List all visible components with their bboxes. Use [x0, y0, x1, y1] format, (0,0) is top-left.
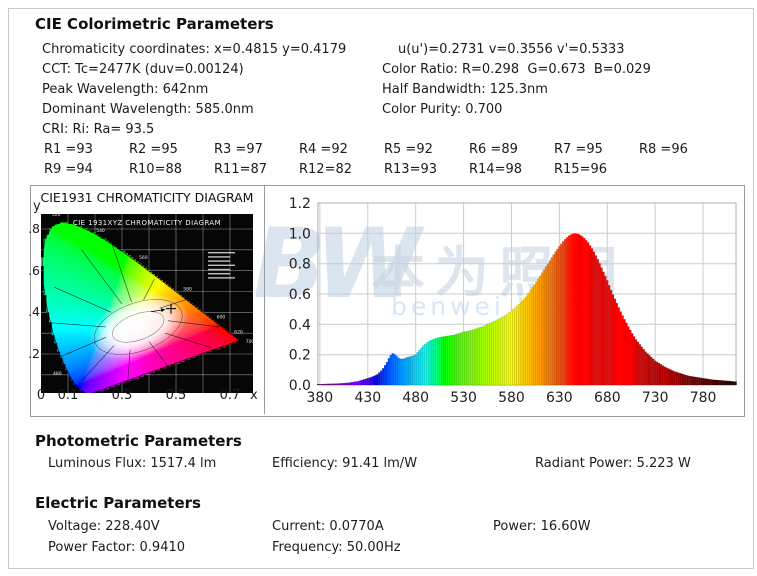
cie-x-tick-03: 0.3 [111, 388, 133, 403]
param-cct: CCT: Tc=2477K (duv=0.00124) [42, 62, 244, 77]
param-power-factor: Power Factor: 0.9410 [48, 540, 186, 555]
svg-text:530: 530 [450, 390, 477, 406]
param-efficiency: Efficiency: 91.41 lm/W [272, 456, 418, 471]
param-dominant-wavelength: Dominant Wavelength: 585.0nm [42, 102, 254, 117]
param-color-ratio: Color Ratio: R=0.298 G=0.673 B=0.029 [382, 62, 651, 77]
svg-text:730: 730 [642, 390, 669, 406]
cri-r11: R11=87 [214, 162, 268, 177]
cri-r9: R9 =94 [44, 162, 93, 177]
svg-text:700: 700 [246, 339, 253, 345]
cri-r15: R15=96 [554, 162, 608, 177]
cri-r13: R13=93 [384, 162, 438, 177]
svg-text:560: 560 [139, 255, 148, 261]
cri-r3: R3 =97 [214, 142, 263, 157]
cri-r8: R8 =96 [639, 142, 688, 157]
cie-diagram-title: CIE1931 CHROMATICITY DIAGRAM [40, 190, 254, 205]
param-peak-wavelength: Peak Wavelength: 642nm [42, 82, 209, 97]
svg-text:0.2: 0.2 [289, 348, 311, 364]
svg-text:680: 680 [594, 390, 621, 406]
cri-r10: R10=88 [129, 162, 183, 177]
cri-r7: R7 =95 [554, 142, 603, 157]
svg-text:380: 380 [307, 390, 334, 406]
param-voltage: Voltage: 228.40V [48, 519, 160, 534]
svg-text:480: 480 [402, 390, 429, 406]
cie-y-axis-label: y [33, 199, 41, 214]
cie-x-axis-label: x [250, 388, 258, 403]
cie-y-tick-04: .4 [28, 304, 40, 319]
section-title-electric: Electric Parameters [35, 494, 201, 512]
cie-diagram-panel: CIE1931 CHROMATICITY DIAGRAM y .8 .6 .4 … [28, 186, 264, 414]
cri-r12: R12=82 [299, 162, 353, 177]
cie-x-tick-01: 0.1 [57, 388, 79, 403]
param-power: Power: 16.60W [493, 519, 591, 534]
svg-text:430: 430 [354, 390, 381, 406]
svg-text:580: 580 [183, 286, 192, 292]
cie-x-tick-07: 0.7 [219, 388, 241, 403]
svg-text:0.4: 0.4 [289, 317, 311, 333]
cri-r1: R1 =93 [44, 142, 93, 157]
svg-text:540: 540 [96, 228, 105, 234]
cri-r5: R5 =92 [384, 142, 433, 157]
svg-text:0.8: 0.8 [289, 257, 311, 273]
spectrum-chart: 0.0 0.2 0.4 0.6 0.8 1.0 1.2 380 430 480 530 580 630 6… [289, 196, 737, 406]
section-title-colorimetric: CIE Colorimetric Parameters [35, 15, 274, 33]
svg-text:1.0: 1.0 [289, 226, 311, 242]
page-border [8, 8, 754, 569]
svg-text:520: 520 [52, 214, 61, 218]
svg-text:CIE 1931XYZ CHROMATICITY DIAGR: CIE 1931XYZ CHROMATICITY DIAGRAM [73, 219, 221, 227]
cri-r6: R6 =89 [469, 142, 518, 157]
svg-text:480: 480 [53, 371, 62, 377]
cie-x-tick-0: 0 [36, 388, 46, 403]
param-current: Current: 0.0770A [272, 519, 384, 534]
svg-text:0.6: 0.6 [289, 287, 311, 303]
cie-y-tick-06: .6 [28, 263, 40, 278]
cie-x-tick-05: 0.5 [165, 388, 187, 403]
param-radiant-power: Radiant Power: 5.223 W [535, 456, 691, 471]
section-title-photometric: Photometric Parameters [35, 432, 242, 450]
svg-text:0.0: 0.0 [289, 378, 311, 394]
param-chromaticity-xy: Chromaticity coordinates: x=0.4815 y=0.4… [42, 42, 347, 57]
param-frequency: Frequency: 50.00Hz [272, 540, 401, 555]
cri-r2: R2 =95 [129, 142, 178, 157]
cie-y-tick-08: .8 [28, 221, 40, 236]
cie-chromaticity-diagram: 480500520540560580600620700CIE 1931XYZ C… [41, 214, 253, 393]
cri-r14: R14=98 [469, 162, 523, 177]
param-uv-coordinates: u(u')=0.2731 v=0.3556 v'=0.5333 [398, 42, 625, 57]
svg-text:630: 630 [546, 390, 573, 406]
param-color-purity: Color Purity: 0.700 [382, 102, 503, 117]
charts-panel: CIE1931 CHROMATICITY DIAGRAM y .8 .6 .4 … [28, 185, 745, 417]
param-luminous-flux: Luminous Flux: 1517.4 lm [48, 456, 217, 471]
svg-text:600: 600 [217, 314, 226, 320]
svg-text:1.2: 1.2 [289, 196, 311, 212]
cie-y-tick-02: .2 [28, 346, 40, 361]
param-half-bandwidth: Half Bandwidth: 125.3nm [382, 82, 548, 97]
svg-text:620: 620 [234, 329, 243, 335]
svg-text:780: 780 [690, 390, 717, 406]
svg-text:580: 580 [498, 390, 525, 406]
cri-r4: R4 =92 [299, 142, 348, 157]
param-cri-ra: CRI: Ri: Ra= 93.5 [42, 122, 155, 137]
charts-divider [264, 186, 265, 414]
